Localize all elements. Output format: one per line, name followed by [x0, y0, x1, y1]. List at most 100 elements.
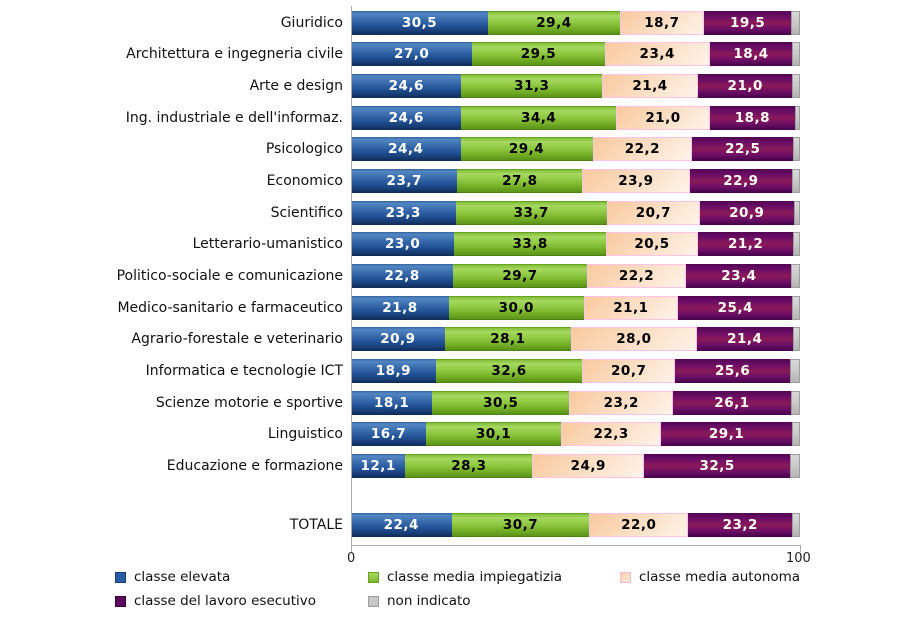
bar-value-label: 32,6 [491, 362, 527, 379]
chart-row: Letterario-umanistico 23,0 33,8 20,5 21,2 [0, 228, 902, 260]
legend-item-non-indicato: non indicato [368, 593, 620, 609]
bar-value-label: 24,6 [388, 109, 424, 126]
bar-segment-classe-elevata: 27,0 [351, 42, 473, 67]
bar-value-label: 30,0 [498, 299, 534, 316]
x-axis-tick-label-0: 0 [347, 551, 356, 566]
legend-label: classe del lavoro esecutivo [134, 593, 317, 609]
bar-value-label: 30,5 [401, 14, 438, 31]
bar-value-label: 23,2 [603, 394, 639, 411]
bar-value-label: 22,5 [725, 141, 761, 158]
chart-row: Giuridico 30,5 29,4 18,7 19,5 [0, 7, 902, 39]
chart-row: Medico-sanitario e farmaceutico 21,8 30,0 2… [0, 292, 902, 324]
bar-value-label: 29,1 [708, 426, 745, 443]
bar-segment-non-indicato [793, 137, 800, 162]
bar-segment-classe-media-autonoma: 18,7 [619, 10, 704, 35]
bar-track: 16,7 30,1 22,3 29,1 [351, 422, 800, 447]
bar-segment-classe-del-lavoro-esecutivo: 23,4 [686, 263, 792, 288]
bar-segment-classe-del-lavoro-esecutivo: 18,4 [709, 42, 793, 67]
bar-segment-classe-elevata: 23,3 [351, 200, 456, 225]
bar-segment-classe-media-impiegatizia: 31,3 [461, 74, 602, 99]
legend-swatch-non-indicato-icon [368, 595, 379, 607]
bar-segment-non-indicato [792, 169, 800, 194]
bar-segment-classe-media-autonoma: 20,5 [606, 232, 699, 257]
legend-swatch-classe-del-lavoro-esecutivo-icon [115, 595, 126, 607]
category-label: Economico [266, 173, 343, 190]
bar-value-label: 22,8 [384, 267, 420, 284]
category-label: Ing. industriale e dell'informaz. [125, 109, 343, 126]
bar-segment-classe-media-autonoma: 23,2 [569, 390, 674, 415]
bar-segment-classe-media-autonoma: 20,7 [606, 200, 700, 225]
bar-segment-non-indicato [790, 358, 800, 383]
bar-segment-classe-media-impiegatizia: 29,4 [460, 137, 593, 162]
category-label: Scientifico [270, 204, 343, 221]
bar-value-label: 21,4 [632, 78, 668, 95]
bar-value-label: 30,7 [502, 517, 539, 534]
bar-value-label: 16,7 [370, 426, 407, 443]
bar-segment-classe-elevata: 22,8 [351, 263, 454, 288]
bar-track: 23,3 33,7 20,7 20,9 [351, 200, 800, 225]
legend-item-classe-del-lavoro-esecutivo: classe del lavoro esecutivo [115, 593, 368, 609]
bar-segment-classe-del-lavoro-esecutivo: 22,9 [689, 169, 793, 194]
bar-track: 23,7 27,8 23,9 22,9 [351, 169, 800, 194]
bar-segment-classe-media-impiegatizia: 29,4 [487, 10, 620, 35]
bar-track: 30,5 29,4 18,7 19,5 [351, 10, 800, 35]
bar-value-label: 24,9 [570, 457, 606, 474]
chart-row: Scienze motorie e sportive 18,1 30,5 23,2 26… [0, 387, 902, 419]
bar-segment-classe-media-impiegatizia: 27,8 [457, 169, 583, 194]
bar-value-label: 22,2 [624, 141, 661, 158]
bar-segment-classe-elevata: 24,6 [351, 74, 462, 99]
bar-value-label: 22,0 [621, 517, 657, 534]
bar-segment-classe-elevata: 21,8 [351, 295, 449, 320]
bar-segment-classe-media-impiegatizia: 30,0 [448, 295, 584, 320]
bar-segment-classe-media-autonoma: 22,2 [586, 263, 687, 288]
bar-segment-non-indicato [790, 453, 800, 478]
x-axis-tick-0 [351, 545, 352, 552]
legend: classe elevata classe media impiegatizia… [115, 569, 800, 609]
legend-label: non indicato [387, 593, 471, 609]
bar-value-label: 34,4 [521, 109, 557, 126]
bar-segment-classe-elevata: 16,7 [351, 422, 426, 447]
bar-segment-classe-media-autonoma: 28,0 [570, 327, 697, 352]
bar-value-label: 18,8 [734, 109, 771, 126]
x-axis-line [351, 545, 801, 546]
legend-label: classe media autonoma [639, 569, 801, 585]
bar-segment-classe-elevata: 23,7 [351, 169, 458, 194]
bar-segment-classe-media-autonoma: 20,7 [582, 358, 676, 383]
bar-value-label: 18,9 [375, 362, 412, 379]
bar-segment-classe-del-lavoro-esecutivo: 21,4 [696, 327, 793, 352]
chart-row: Architettura e ingegneria civile 27,0 29,5… [0, 39, 902, 71]
bar-segment-classe-media-impiegatizia: 28,3 [405, 453, 533, 478]
bar-segment-non-indicato [794, 105, 800, 130]
bar-value-label: 29,5 [520, 46, 557, 63]
bar-segment-classe-elevata: 30,5 [351, 10, 488, 35]
bar-segment-non-indicato [793, 200, 800, 225]
bar-value-label: 30,1 [475, 426, 512, 443]
bar-track: 18,9 32,6 20,7 25,6 [351, 358, 800, 383]
bar-value-label: 22,3 [593, 426, 629, 443]
bar-segment-classe-media-impiegatizia: 33,7 [455, 200, 607, 225]
bar-value-label: 21,4 [727, 331, 763, 348]
category-label: Psicologico [265, 141, 343, 158]
bar-segment-classe-del-lavoro-esecutivo: 22,5 [692, 137, 794, 162]
bar-value-label: 28,3 [451, 457, 487, 474]
category-label: Medico-sanitario e farmaceutico [117, 299, 343, 316]
bar-value-label: 29,4 [508, 141, 545, 158]
bar-track: 12,1 28,3 24,9 32,5 [351, 453, 800, 478]
bar-segment-classe-del-lavoro-esecutivo: 26,1 [673, 390, 791, 415]
bar-segment-classe-del-lavoro-esecutivo: 21,2 [698, 232, 794, 257]
bar-segment-classe-elevata: 18,1 [351, 390, 433, 415]
bar-value-label: 23,9 [618, 173, 654, 190]
bar-segment-classe-elevata: 22,4 [351, 513, 452, 538]
bar-segment-classe-media-autonoma: 24,9 [532, 453, 645, 478]
bar-value-label: 28,0 [616, 331, 652, 348]
bar-segment-classe-del-lavoro-esecutivo: 25,4 [678, 295, 793, 320]
bar-segment-non-indicato [792, 74, 800, 99]
bar-value-label: 28,1 [490, 331, 526, 348]
chart-row: Linguistico 16,7 30,1 22,3 29,1 [0, 418, 902, 450]
category-label: Architettura e ingegneria civile [126, 46, 343, 63]
category-label: Letterario-umanistico [192, 236, 343, 253]
bar-segment-non-indicato [790, 390, 800, 415]
bar-value-label: 18,7 [644, 14, 680, 31]
bar-segment-non-indicato [791, 263, 800, 288]
